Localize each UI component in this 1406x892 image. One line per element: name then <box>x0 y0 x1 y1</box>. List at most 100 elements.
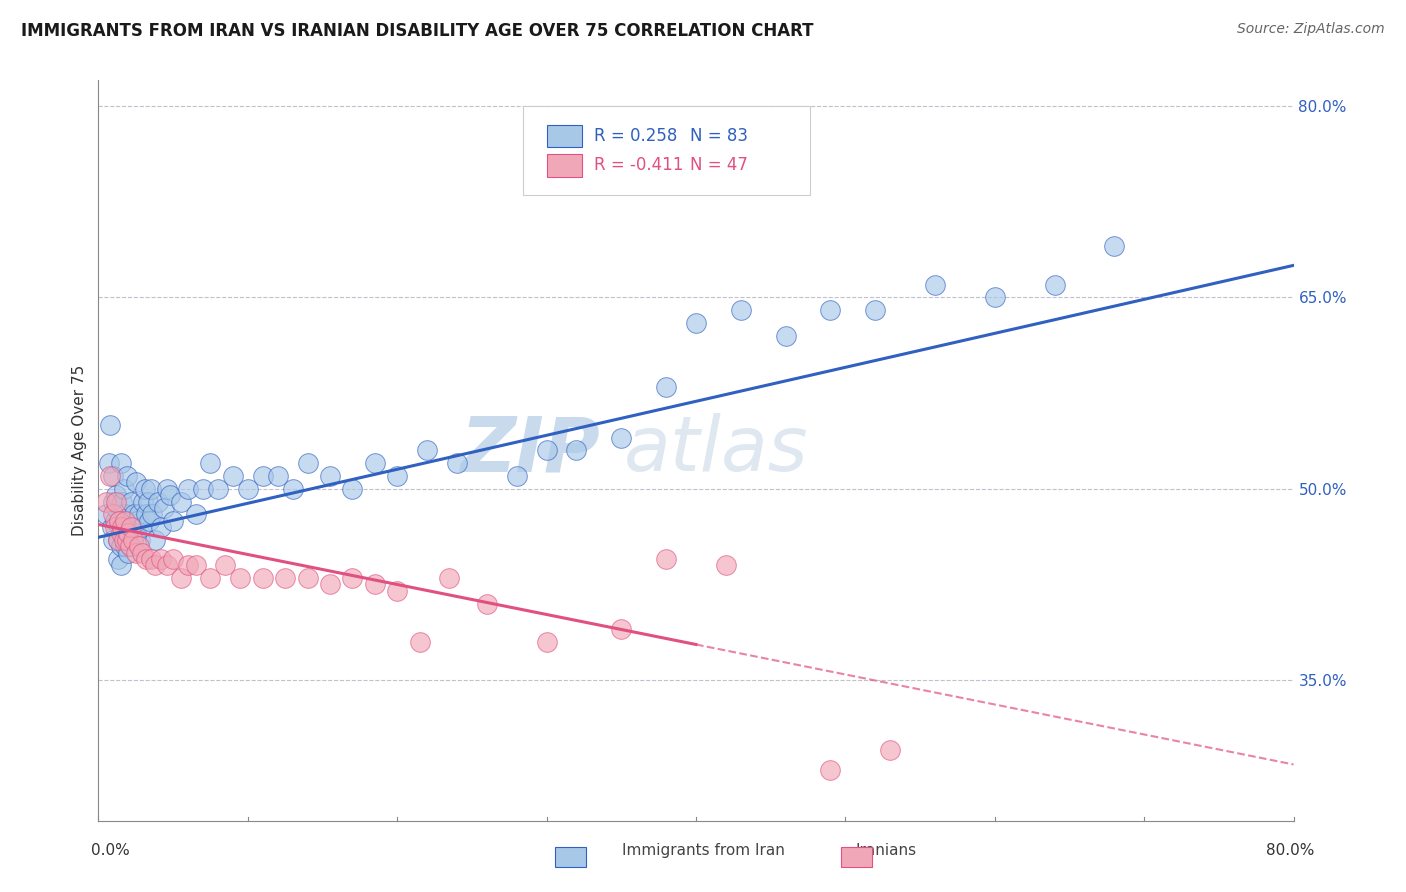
Point <box>110 456 132 470</box>
Point <box>865 303 887 318</box>
Point <box>107 533 129 547</box>
Point <box>416 443 439 458</box>
Point <box>98 469 122 483</box>
Point <box>536 635 558 649</box>
Point <box>610 622 633 636</box>
Point <box>94 494 117 508</box>
Text: R = -0.411: R = -0.411 <box>595 156 683 175</box>
Point <box>1043 277 1066 292</box>
Point <box>385 583 409 598</box>
Point <box>111 520 134 534</box>
Point <box>108 514 131 528</box>
Point <box>110 526 132 541</box>
Point <box>297 456 319 470</box>
Point <box>1104 239 1126 253</box>
Point <box>150 520 173 534</box>
Point <box>135 508 157 522</box>
Point <box>124 508 146 522</box>
Point <box>342 482 364 496</box>
FancyBboxPatch shape <box>547 125 582 147</box>
Point <box>104 520 127 534</box>
Point <box>117 514 139 528</box>
Text: IMMIGRANTS FROM IRAN VS IRANIAN DISABILITY AGE OVER 75 CORRELATION CHART: IMMIGRANTS FROM IRAN VS IRANIAN DISABILI… <box>21 22 814 40</box>
Point <box>177 558 200 573</box>
Point <box>820 303 842 318</box>
Text: ZIP: ZIP <box>461 414 600 487</box>
Text: Iranians: Iranians <box>855 843 917 857</box>
Point <box>984 290 1007 304</box>
Point <box>364 456 387 470</box>
Point <box>200 571 222 585</box>
Text: N = 47: N = 47 <box>690 156 748 175</box>
Y-axis label: Disability Age Over 75: Disability Age Over 75 <box>72 365 87 536</box>
Point <box>125 475 148 490</box>
Point <box>364 577 387 591</box>
Point <box>342 571 364 585</box>
Point <box>110 539 132 553</box>
Point <box>148 494 170 508</box>
Point <box>120 539 142 553</box>
Point <box>115 533 138 547</box>
Point <box>114 539 136 553</box>
Point <box>252 571 274 585</box>
Point <box>820 763 842 777</box>
Point <box>200 456 222 470</box>
Point <box>117 545 139 559</box>
Point <box>191 482 214 496</box>
Point <box>120 520 142 534</box>
Point <box>565 443 588 458</box>
Point <box>156 482 179 496</box>
Point <box>446 456 468 470</box>
Point <box>207 482 229 496</box>
Point <box>139 482 162 496</box>
Text: atlas: atlas <box>624 414 808 487</box>
Point <box>131 520 153 534</box>
Point <box>214 558 236 573</box>
Point <box>128 508 150 522</box>
Point <box>111 520 134 534</box>
Point <box>120 494 142 508</box>
Point <box>121 520 143 534</box>
Point <box>136 494 159 508</box>
Point <box>281 482 304 496</box>
Point <box>143 558 166 573</box>
Point <box>439 571 461 585</box>
Text: Immigrants from Iran: Immigrants from Iran <box>621 843 785 857</box>
Point <box>107 533 129 547</box>
Point <box>184 558 207 573</box>
Point <box>125 526 148 541</box>
Point <box>115 469 138 483</box>
Point <box>319 469 342 483</box>
FancyBboxPatch shape <box>523 106 810 195</box>
Point <box>131 545 153 559</box>
Text: R = 0.258: R = 0.258 <box>595 127 678 145</box>
Point <box>685 316 707 330</box>
Point <box>129 533 152 547</box>
Point <box>105 494 128 508</box>
Point <box>475 597 498 611</box>
Point <box>222 469 245 483</box>
Point <box>135 552 157 566</box>
Point <box>112 526 135 541</box>
Point <box>177 482 200 496</box>
Point <box>141 508 163 522</box>
Text: 0.0%: 0.0% <box>91 843 131 857</box>
Point <box>117 526 139 541</box>
Text: N = 83: N = 83 <box>690 127 748 145</box>
Point <box>101 520 124 534</box>
Point <box>108 514 131 528</box>
Point <box>150 552 173 566</box>
Point <box>115 533 138 547</box>
Point <box>103 533 125 547</box>
Point <box>229 571 252 585</box>
Point <box>110 558 132 573</box>
Point <box>132 494 155 508</box>
Point <box>94 508 117 522</box>
Point <box>714 558 737 573</box>
Point <box>385 469 409 483</box>
Point <box>134 482 156 496</box>
Point <box>408 635 430 649</box>
Point <box>125 545 148 559</box>
Point <box>103 508 125 522</box>
Point <box>127 514 149 528</box>
